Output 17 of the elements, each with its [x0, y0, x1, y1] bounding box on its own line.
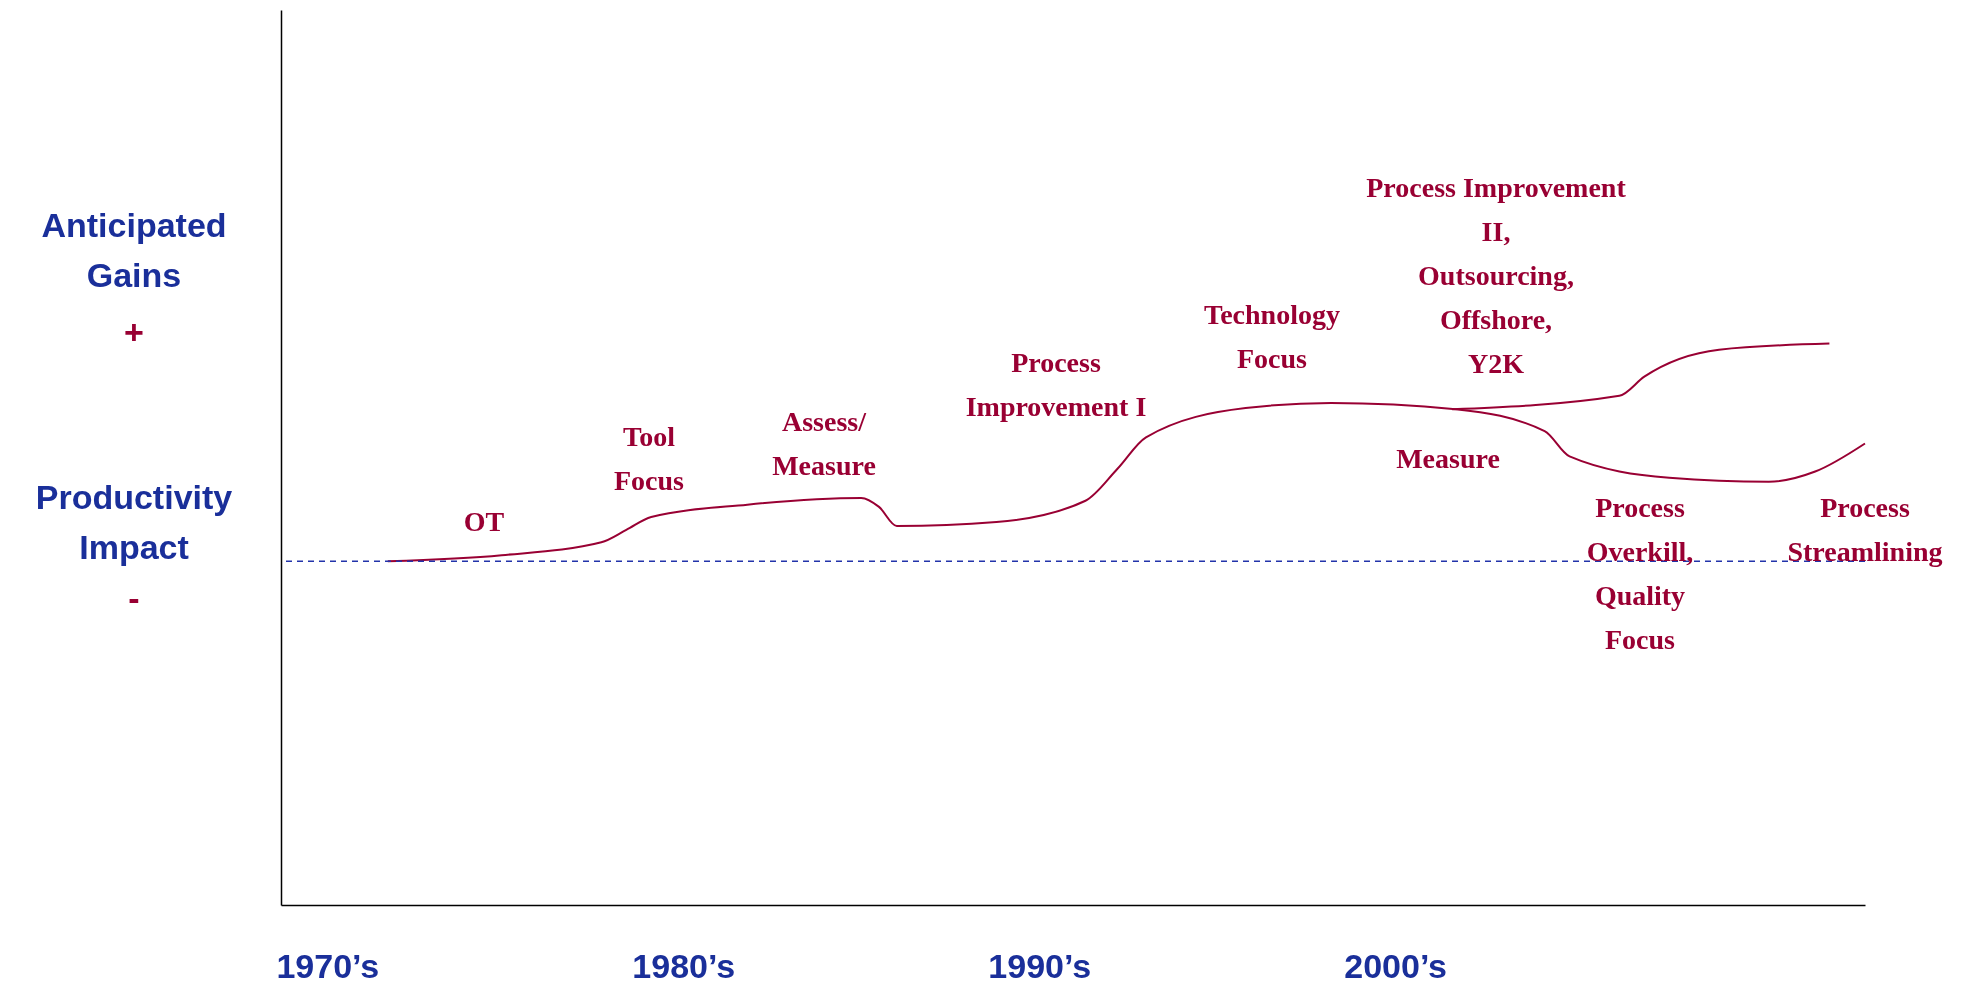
annotation: Assess/ Measure	[772, 405, 876, 483]
x-tick-label: 1990’s	[988, 946, 1092, 985]
text: Productivity Impact	[34, 477, 234, 568]
annotation: Process Improvement II, Outsourcing, Offshore, Y2K	[1366, 171, 1626, 381]
text: Anticipated Gains	[40, 205, 228, 296]
annotation: OT	[463, 505, 505, 539]
annotation: Technology Focus	[1204, 298, 1340, 376]
annotation: Process Improvement I	[965, 346, 1147, 424]
text: -	[127, 578, 141, 619]
annotation: Process Overkill, Quality Focus	[1586, 491, 1694, 657]
text: +	[123, 312, 145, 353]
annotation: Measure	[1396, 442, 1500, 476]
annotation: Process Streamlining	[1787, 491, 1943, 569]
x-tick-label: 1970’s	[276, 946, 380, 985]
x-tick-label: 2000’s	[1344, 946, 1448, 985]
annotation: Tool Focus	[614, 420, 684, 498]
x-tick-label: 1980’s	[632, 946, 736, 985]
